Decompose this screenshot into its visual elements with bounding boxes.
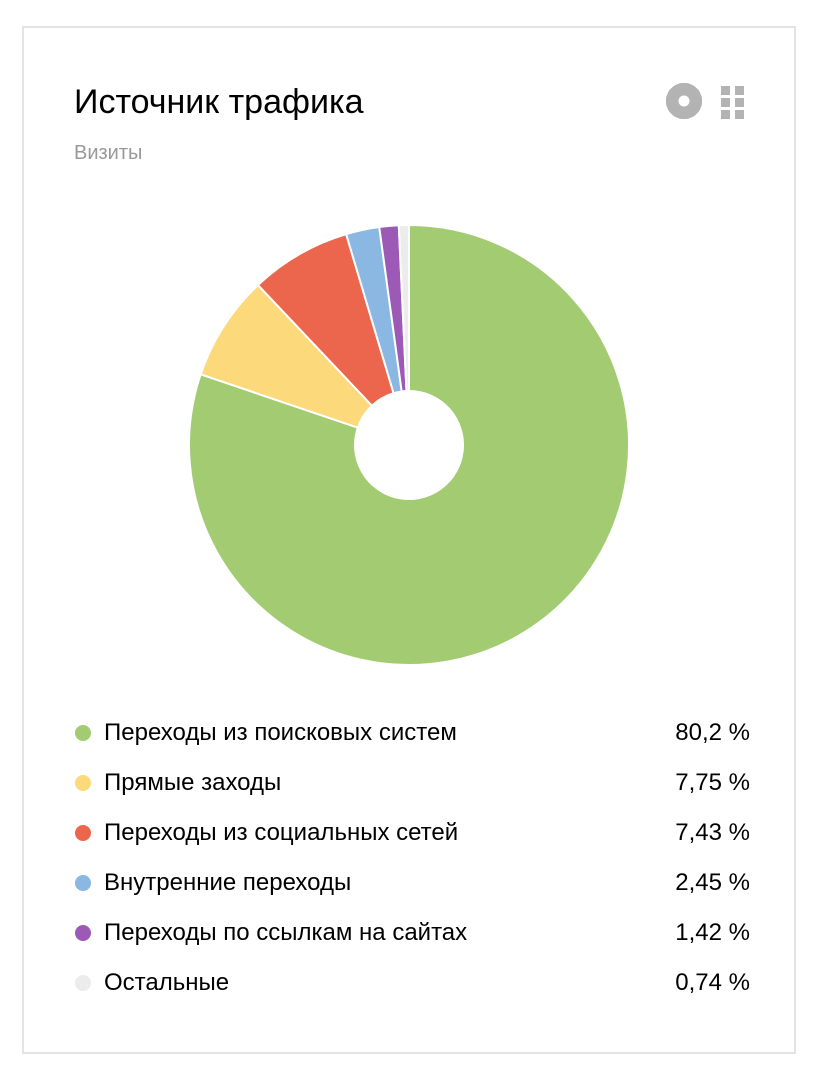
legend-label: Остальные	[104, 969, 230, 996]
legend-item[interactable]: Остальные 0,74 %	[74, 958, 750, 1008]
legend-color-dot	[75, 875, 91, 891]
legend-color-dot	[75, 775, 91, 791]
widget-title: Источник трафика	[74, 83, 364, 121]
legend-color-dot	[75, 825, 91, 841]
legend-item[interactable]: Внутренние переходы 2,45 %	[74, 858, 750, 908]
traffic-pie-chart	[188, 223, 630, 666]
legend-color-dot	[75, 975, 91, 991]
widget-subtitle: Визиты	[74, 142, 143, 164]
legend-value: 7,75 %	[675, 769, 750, 796]
gear-icon[interactable]	[664, 81, 704, 121]
legend-label: Внутренние переходы	[104, 869, 352, 896]
legend-value: 7,43 %	[675, 819, 750, 846]
pie-slice[interactable]	[188, 223, 630, 666]
legend-item[interactable]: Переходы по ссылкам на сайтах 1,42 %	[74, 908, 750, 958]
legend-label: Переходы из социальных сетей	[104, 819, 459, 846]
drag-handle-icon[interactable]	[718, 84, 748, 120]
legend-value: 2,45 %	[675, 869, 750, 896]
legend-item[interactable]: Прямые заходы 7,75 %	[74, 758, 750, 808]
legend-value: 80,2 %	[675, 719, 750, 746]
legend-label: Переходы из поисковых систем	[104, 719, 457, 746]
legend-label: Переходы по ссылкам на сайтах	[104, 919, 468, 946]
traffic-source-widget: Источник трафика Визиты Переходы из поис…	[22, 26, 796, 1054]
legend-value: 1,42 %	[675, 919, 750, 946]
chart-legend: Переходы из поисковых систем 80,2 % Прямые…	[74, 708, 750, 1008]
legend-color-dot	[75, 725, 91, 741]
legend-value: 0,74 %	[675, 969, 750, 996]
legend-item[interactable]: Переходы из социальных сетей 7,43 %	[74, 808, 750, 858]
legend-label: Прямые заходы	[104, 769, 282, 796]
pie-slice[interactable]	[397, 223, 410, 393]
legend-item[interactable]: Переходы из поисковых систем 80,2 %	[74, 708, 750, 758]
legend-color-dot	[75, 925, 91, 941]
